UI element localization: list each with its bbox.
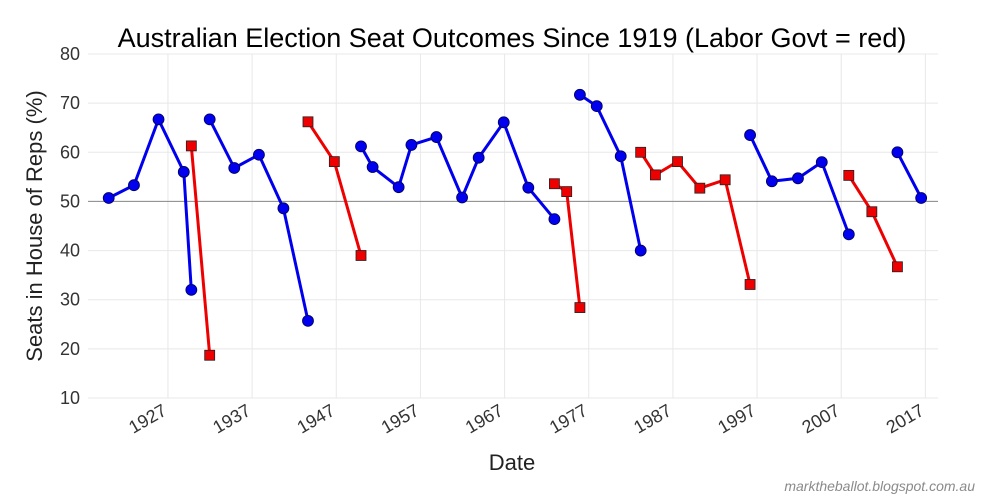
x-tick-label: 1947	[294, 400, 339, 437]
coalition-data-point	[430, 131, 443, 143]
coalition-series-line	[108, 117, 193, 290]
grid-lines	[88, 53, 938, 399]
coalition-data-point	[302, 314, 314, 327]
coalition-govt-series	[102, 113, 198, 296]
coalition-data-point	[228, 162, 241, 174]
x-tick-label: 2017	[883, 400, 928, 437]
labor-series-line	[847, 174, 899, 268]
coalition-data-point	[842, 228, 855, 241]
coalition-data-point	[765, 175, 778, 188]
y-tick-label: 60	[60, 142, 80, 162]
y-tick-label: 80	[60, 44, 80, 64]
labor-series-line	[553, 182, 582, 308]
coalition-data-point	[891, 146, 904, 159]
labor-data-point	[635, 146, 647, 158]
coalition-govt-series	[891, 146, 928, 204]
labor-data-point	[185, 140, 197, 152]
x-tick-label: 1977	[546, 400, 591, 437]
chart-title: Australian Election Seat Outcomes Since …	[118, 23, 907, 53]
x-tick-label: 1967	[462, 400, 507, 437]
coalition-govt-series	[203, 113, 314, 327]
labor-data-point	[328, 156, 340, 168]
labor-govt-series	[549, 178, 586, 313]
series-layer	[102, 88, 928, 361]
coalition-data-point	[574, 88, 586, 101]
labor-govt-series	[302, 116, 367, 261]
coalition-data-point	[277, 202, 290, 215]
coalition-data-point	[102, 192, 115, 204]
labor-data-point	[892, 261, 903, 273]
coalition-series-line	[579, 93, 643, 251]
x-tick-label: 1987	[630, 400, 675, 437]
coalition-data-point	[497, 116, 510, 129]
coalition-data-point	[128, 179, 140, 192]
labor-data-point	[574, 302, 586, 313]
coalition-series-line	[359, 120, 556, 221]
labor-data-point	[302, 116, 314, 128]
y-tick-label: 30	[60, 290, 80, 310]
coalition-data-point	[185, 283, 198, 296]
labor-series-line	[306, 120, 363, 256]
labor-data-point	[672, 156, 683, 168]
coalition-govt-series	[355, 116, 561, 226]
coalition-data-point	[392, 181, 405, 194]
coalition-data-point	[152, 113, 165, 126]
coalition-data-point	[614, 150, 627, 163]
y-axis-label: Seats in House of Reps (%)	[22, 90, 47, 361]
labor-data-point	[549, 178, 560, 190]
coalition-data-point	[366, 161, 379, 173]
x-tick-label: 1957	[378, 400, 423, 437]
coalition-govt-series	[744, 129, 855, 241]
coalition-govt-series	[574, 88, 647, 257]
y-tick-label: 70	[60, 93, 80, 113]
labor-data-point	[744, 279, 756, 290]
labor-govt-series	[185, 140, 216, 361]
labor-data-point	[694, 182, 706, 194]
y-tick-label: 10	[60, 388, 80, 408]
x-tick-label: 2007	[799, 400, 844, 437]
coalition-data-point	[177, 166, 190, 178]
labor-govt-series	[635, 146, 756, 290]
labor-data-point	[719, 174, 731, 186]
coalition-data-point	[744, 129, 756, 141]
coalition-data-point	[203, 113, 216, 126]
x-tick-label: 1937	[209, 400, 254, 437]
coalition-series-line	[896, 151, 923, 199]
credit-text: marktheballot.blogspot.com.au	[784, 478, 975, 494]
coalition-data-point	[456, 191, 468, 204]
coalition-data-point	[253, 148, 265, 161]
labor-data-point	[843, 169, 855, 181]
coalition-data-point	[355, 140, 367, 153]
labor-data-point	[649, 169, 661, 181]
coalition-data-point	[815, 156, 828, 169]
labor-govt-series	[843, 169, 903, 273]
labor-series-line	[189, 145, 212, 356]
y-tick-label: 20	[60, 339, 80, 359]
labor-data-point	[561, 186, 573, 198]
y-tick-label: 40	[60, 241, 80, 261]
coalition-data-point	[522, 181, 535, 194]
y-tick-label: 50	[60, 191, 80, 211]
x-axis-label: Date	[489, 450, 535, 475]
coalition-data-point	[792, 172, 804, 185]
labor-data-point	[204, 349, 216, 361]
coalition-data-point	[590, 100, 603, 112]
coalition-data-point	[548, 213, 561, 226]
coalition-data-point	[405, 139, 418, 151]
coalition-data-point	[472, 151, 485, 164]
coalition-data-point	[915, 192, 928, 204]
labor-data-point	[355, 250, 367, 261]
x-tick-label: 1997	[714, 400, 759, 437]
coalition-data-point	[634, 244, 647, 257]
labor-data-point	[866, 206, 878, 218]
x-tick-label: 1927	[125, 400, 170, 437]
coalition-series-line	[748, 134, 851, 235]
